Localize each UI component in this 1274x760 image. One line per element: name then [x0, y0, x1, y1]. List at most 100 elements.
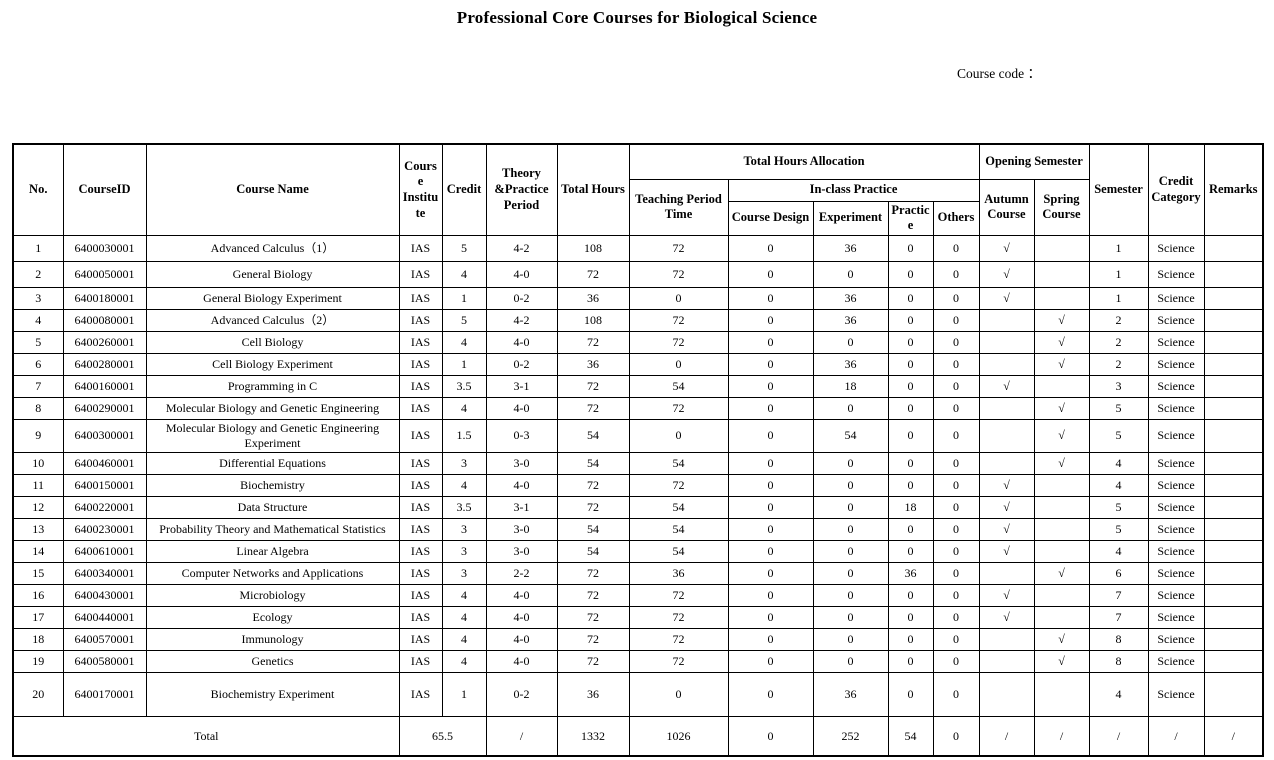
- cell-remarks: [1203, 396, 1264, 420]
- cell-semester: 2: [1088, 330, 1149, 354]
- cell-institute: IAS: [398, 260, 443, 288]
- cell-others: 0: [932, 495, 980, 519]
- cell-theory-practice: 4-0: [485, 627, 558, 651]
- autumn-checkmark: √: [978, 605, 1035, 629]
- table-row: 14 6400610001 Linear Algebra IAS 3 3-0 54 54 0 0 0…: [12, 539, 1264, 563]
- cell-experiment: 0: [812, 539, 889, 563]
- cell-total-hours: 72: [556, 561, 630, 585]
- cell-autumn: [978, 352, 1035, 376]
- cell-course-name: General Biology Experiment: [145, 286, 400, 310]
- col-header-theory-practice: Theory &Practice Period: [485, 143, 558, 236]
- cell-theory-practice: 4-0: [485, 396, 558, 420]
- cell-course-name: Molecular Biology and Genetic Engineerin…: [145, 396, 400, 420]
- cell-institute: IAS: [398, 605, 443, 629]
- spring-checkmark: √: [1033, 352, 1090, 376]
- cell-course-design: 0: [727, 330, 814, 354]
- cell-course-id: 6400460001: [62, 451, 147, 475]
- cell-practice: 0: [887, 473, 934, 497]
- cell-no: 12: [12, 495, 64, 519]
- cell-category: Science: [1147, 583, 1205, 607]
- cell-course-design: 0: [727, 234, 814, 262]
- cell-experiment: 0: [812, 627, 889, 651]
- cell-others: 0: [932, 234, 980, 262]
- cell-course-name: Differential Equations: [145, 451, 400, 475]
- spring-checkmark: √: [1033, 649, 1090, 673]
- cell-course-id: 6400290001: [62, 396, 147, 420]
- cell-course-id: 6400220001: [62, 495, 147, 519]
- cell-remarks: [1203, 671, 1264, 717]
- total-total-hours: 1332: [556, 715, 630, 757]
- cell-course-id: 6400170001: [62, 671, 147, 717]
- cell-semester: 4: [1088, 671, 1149, 717]
- cell-teaching: 0: [628, 418, 729, 453]
- table-row: 20 6400170001 Biochemistry Experiment IAS 1 0…: [12, 671, 1264, 717]
- cell-credit: 4: [441, 260, 487, 288]
- cell-teaching: 72: [628, 605, 729, 629]
- cell-experiment: 0: [812, 473, 889, 497]
- cell-no: 2: [12, 260, 64, 288]
- page-title: Professional Core Courses for Biological…: [456, 8, 818, 27]
- cell-course-name: Ecology: [145, 605, 400, 629]
- cell-practice: 0: [887, 605, 934, 629]
- cell-teaching: 54: [628, 539, 729, 563]
- cell-spring: [1033, 374, 1090, 398]
- table-row: 18 6400570001 Immunology IAS 4 4-0 72 72 0 0 0 0 √ 8 S…: [12, 627, 1264, 651]
- cell-credit: 4: [441, 649, 487, 673]
- cell-theory-practice: 3-1: [485, 495, 558, 519]
- cell-course-name: Data Structure: [145, 495, 400, 519]
- cell-semester: 7: [1088, 583, 1149, 607]
- courses-table: No. CourseID Course Name Course Institut…: [12, 143, 1264, 758]
- cell-semester: 2: [1088, 308, 1149, 332]
- cell-course-design: 0: [727, 605, 814, 629]
- cell-no: 3: [12, 286, 64, 310]
- cell-no: 16: [12, 583, 64, 607]
- cell-course-id: 6400150001: [62, 473, 147, 497]
- cell-practice: 0: [887, 330, 934, 354]
- table-row: 4 6400080001 Advanced Calculus（2） IAS 5 4-2 10…: [12, 308, 1264, 332]
- table-row: 6 6400280001 Cell Biology Experiment IAS 1 0-…: [12, 352, 1264, 376]
- col-header-others: Others: [932, 200, 980, 236]
- cell-category: Science: [1147, 473, 1205, 497]
- cell-remarks: [1203, 260, 1264, 288]
- cell-semester: 3: [1088, 374, 1149, 398]
- cell-course-id: 6400050001: [62, 260, 147, 288]
- cell-remarks: [1203, 495, 1264, 519]
- table-row: 3 6400180001 General Biology Experiment IAS…: [12, 286, 1264, 310]
- cell-others: 0: [932, 451, 980, 475]
- cell-course-name: Immunology: [145, 627, 400, 651]
- col-header-credit-category: Credit Category: [1147, 143, 1205, 236]
- cell-credit: 1: [441, 286, 487, 310]
- col-header-teaching-period-time: Teaching Period Time: [628, 178, 729, 236]
- cell-category: Science: [1147, 234, 1205, 262]
- autumn-checkmark: √: [978, 495, 1035, 519]
- cell-teaching: 36: [628, 561, 729, 585]
- total-practice: 54: [887, 715, 934, 757]
- cell-semester: 5: [1088, 517, 1149, 541]
- autumn-checkmark: √: [978, 583, 1035, 607]
- cell-remarks: [1203, 517, 1264, 541]
- cell-course-name: Biochemistry Experiment: [145, 671, 400, 717]
- cell-others: 0: [932, 352, 980, 376]
- cell-semester: 5: [1088, 396, 1149, 420]
- total-spring: /: [1033, 715, 1090, 757]
- spring-checkmark: √: [1033, 451, 1090, 475]
- cell-course-design: 0: [727, 260, 814, 288]
- cell-autumn: [978, 330, 1035, 354]
- cell-credit: 4: [441, 627, 487, 651]
- cell-course-id: 6400180001: [62, 286, 147, 310]
- col-header-opening-semester: Opening Semester: [978, 143, 1090, 180]
- autumn-checkmark: √: [978, 374, 1035, 398]
- cell-theory-practice: 4-0: [485, 583, 558, 607]
- cell-teaching: 72: [628, 308, 729, 332]
- total-teaching: 1026: [628, 715, 729, 757]
- cell-teaching: 72: [628, 583, 729, 607]
- cell-course-id: 6400340001: [62, 561, 147, 585]
- cell-teaching: 54: [628, 374, 729, 398]
- cell-practice: 0: [887, 308, 934, 332]
- cell-semester: 1: [1088, 234, 1149, 262]
- cell-remarks: [1203, 473, 1264, 497]
- cell-theory-practice: 3-0: [485, 517, 558, 541]
- cell-course-design: 0: [727, 451, 814, 475]
- cell-practice: 0: [887, 374, 934, 398]
- cell-course-design: 0: [727, 286, 814, 310]
